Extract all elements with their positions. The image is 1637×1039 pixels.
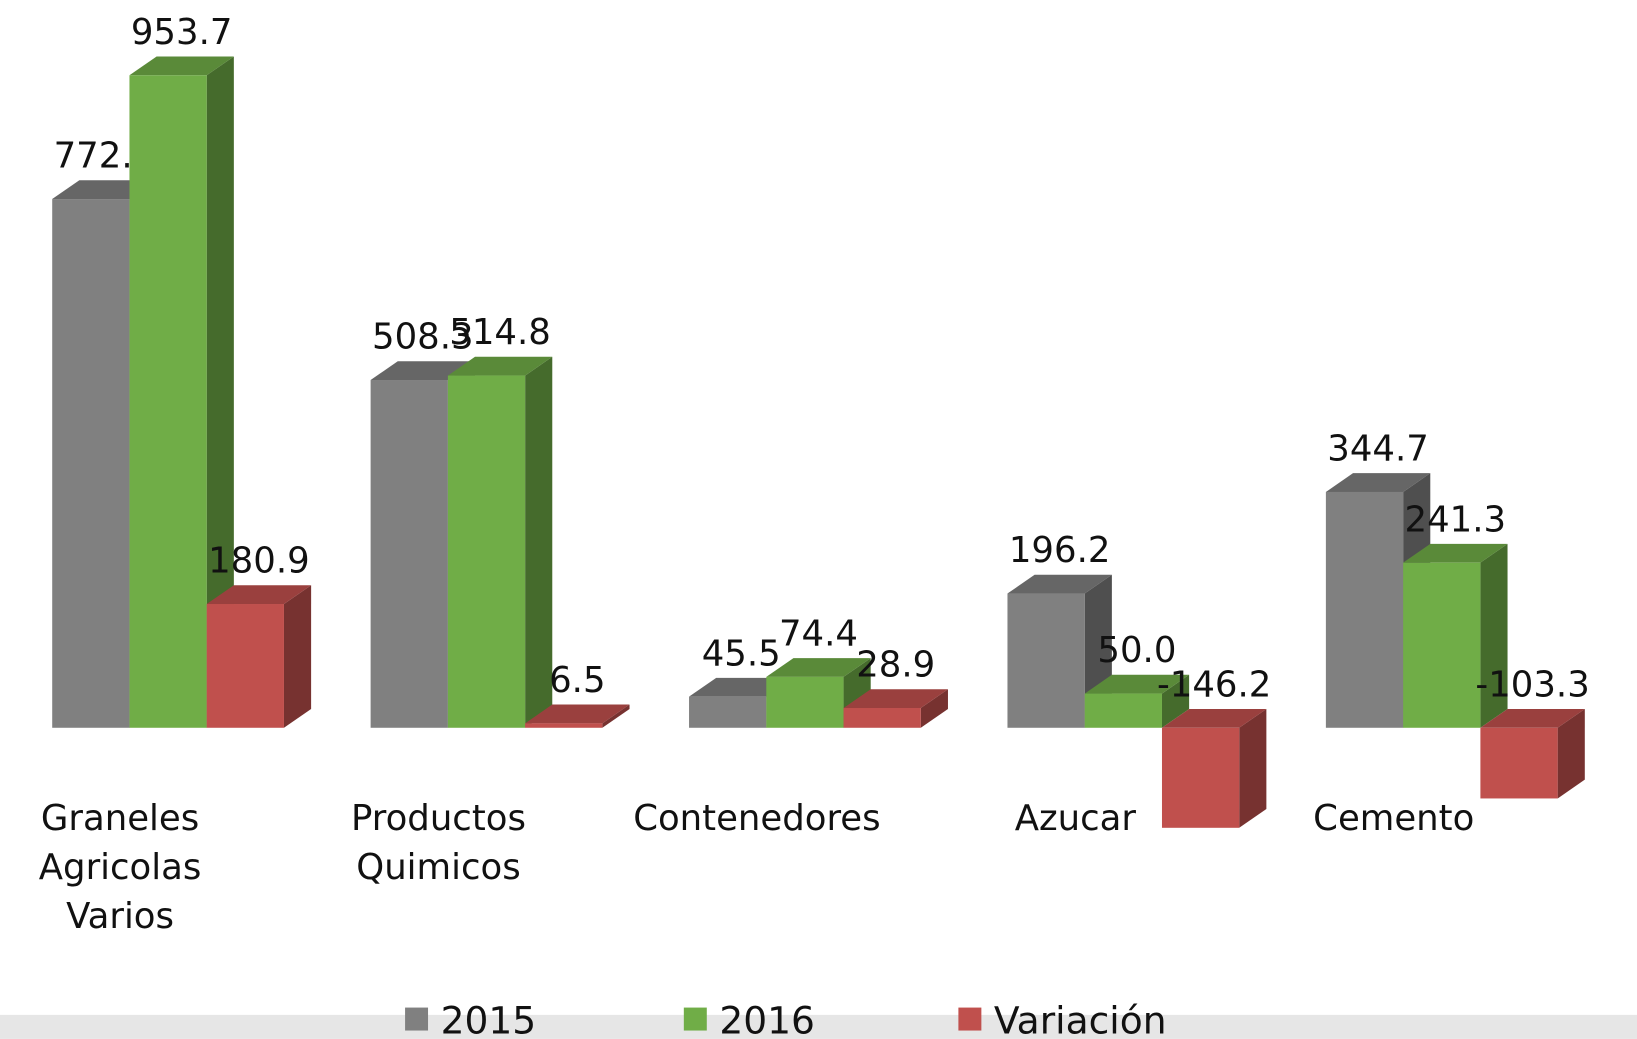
data-label: 45.5 — [702, 633, 781, 674]
label-line: Azucar — [1015, 798, 1137, 839]
bar-top — [843, 689, 948, 709]
data-label: 241.3 — [1405, 499, 1507, 540]
data-label: 196.2 — [1009, 530, 1111, 571]
legend-label: 2015 — [441, 999, 537, 1039]
label-line: Cemento — [1313, 798, 1474, 839]
x-tick-label: Cemento — [1313, 798, 1474, 839]
x-tick-label: Graneles Agricolas Varios — [39, 798, 202, 937]
data-label: 50.0 — [1097, 630, 1176, 671]
bar-top — [1084, 674, 1190, 694]
data-label: -103.3 — [1475, 664, 1589, 705]
bar — [843, 708, 921, 728]
data-label: 74.4 — [779, 614, 858, 655]
bar-top — [1325, 473, 1431, 492]
bar-top — [447, 356, 553, 376]
label-line: Varios — [66, 896, 174, 937]
x-tick-label: Contenedores — [633, 798, 880, 839]
bar — [525, 723, 603, 728]
data-label: 953.7 — [131, 12, 233, 53]
bar — [1403, 562, 1481, 728]
bar — [1480, 727, 1558, 799]
label-line: Graneles — [41, 798, 199, 839]
bar-top — [206, 585, 312, 605]
bar-side — [525, 356, 553, 728]
data-label: 28.9 — [856, 645, 935, 686]
bar-side — [206, 56, 234, 728]
bar-top — [1480, 708, 1585, 728]
data-label: 514.8 — [449, 312, 551, 353]
legend-swatch — [683, 1007, 707, 1031]
bar-side — [1239, 708, 1267, 828]
x-tick-label: Productos Quimicos — [351, 798, 526, 888]
bar-side — [1557, 708, 1585, 799]
bar-top — [766, 658, 871, 677]
bar — [206, 604, 284, 728]
label-line: Quimicos — [356, 847, 520, 888]
data-label: 508.3 — [372, 317, 474, 358]
bar — [447, 375, 526, 728]
bar — [1084, 693, 1162, 728]
legend-label: 2016 — [719, 999, 815, 1039]
legend-label: Variación — [994, 999, 1167, 1039]
bar — [1007, 593, 1085, 728]
legend-swatch — [405, 1007, 429, 1031]
label-line: Agricolas — [39, 847, 202, 888]
data-label: -146.2 — [1157, 664, 1271, 705]
bar-side — [1161, 674, 1190, 728]
bar-top — [1161, 708, 1267, 728]
bar — [370, 380, 448, 728]
bar-top — [1403, 543, 1508, 563]
bar-top — [1007, 574, 1112, 594]
data-label: 6.5 — [549, 660, 605, 701]
bar-top — [525, 704, 630, 724]
bar — [52, 199, 130, 728]
bar — [1161, 727, 1240, 828]
data-label: 180.9 — [208, 541, 310, 582]
bar-side — [1480, 543, 1508, 728]
bottom-strip — [0, 1014, 1637, 1039]
bar — [1325, 491, 1404, 728]
bar-side — [283, 585, 312, 728]
label-line: Productos — [351, 798, 526, 839]
bar-side — [602, 704, 630, 728]
x-tick-label: Azucar — [1015, 798, 1137, 839]
legend-swatch — [958, 1007, 982, 1031]
bar — [129, 75, 207, 728]
label-line: Contenedores — [633, 798, 880, 839]
bar — [766, 676, 844, 728]
bar-side — [920, 689, 948, 728]
data-label: 344.7 — [1327, 429, 1429, 470]
bar — [689, 696, 767, 728]
bar-top — [129, 56, 234, 76]
